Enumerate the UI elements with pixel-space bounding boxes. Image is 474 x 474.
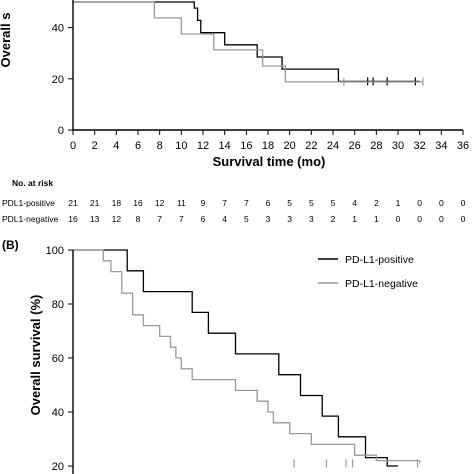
panel-a-xtick-label: 20 [284,140,296,152]
risk-value-negative: 13 [90,214,100,224]
risk-value-positive: 18 [112,198,122,208]
panel-a-xtick-label: 22 [305,140,317,152]
risk-value-negative: 0 [461,214,466,224]
risk-value-positive: 0 [417,198,422,208]
panel-a-xtick-label: 18 [262,140,274,152]
panel-a-xtick-label: 14 [219,140,231,152]
risk-value-negative: 7 [157,214,162,224]
panel-a-xtick-label: 8 [157,140,163,152]
panel-b-series-negative-line [73,249,421,464]
risk-value-positive: 12 [155,198,165,208]
panel-a-xtick-label: 32 [414,140,426,152]
panel-a-xtick-label: 24 [327,140,339,152]
risk-value-positive: 11 [177,198,186,208]
risk-value-positive: 21 [90,198,100,208]
risk-value-negative: 7 [179,214,184,224]
panel-b-ytick-label: 60 [52,353,64,365]
panel-a-series [73,1,424,86]
risk-value-negative: 0 [396,214,401,224]
risk-value-negative: 0 [439,214,444,224]
risk-value-positive: 0 [461,198,466,208]
panel-b-axes [68,249,74,474]
risk-table-values: 21 21 18 16 12 11 9 7 7 6 5 5 5 4 2 1 0 0 016 13 12 8 7 7 6 4 5 3 3 3… [68,198,465,224]
risk-value-negative: 2 [331,214,336,224]
risk-value-negative: 3 [287,214,292,224]
panel-a-xtick-label: 2 [92,140,98,152]
risk-table-title: No. at risk [12,178,53,188]
panel-a-axes [68,0,464,135]
panel-a-ytick-label: 20 [52,74,64,86]
panel-b-ytick-label: 20 [52,461,64,473]
risk-value-positive: 5 [287,198,292,208]
panel-b-y-axis-label: Overall survival (%) [28,295,43,416]
risk-value-positive: 4 [352,198,357,208]
risk-value-positive: 5 [331,198,336,208]
risk-value-negative: 1 [374,214,379,224]
risk-value-negative: 16 [68,214,78,224]
panel-a-xtick-label: 6 [135,140,141,152]
risk-value-negative: 6 [201,214,206,224]
panel-a-xtick-label: 10 [175,140,187,152]
panel-a-xtick-label: 4 [113,140,119,152]
panel-b-ytick-label: 80 [52,299,64,311]
panel-a-xtick-label: 12 [197,140,209,152]
panel-a-y-axis-label: Overall s [0,13,13,68]
panel-a-xtick-label: 0 [70,140,76,152]
risk-value-negative: 5 [244,214,249,224]
risk-value-positive: 9 [201,198,206,208]
legend-label-positive: PD-L1-positive [345,254,414,266]
panel-a-xtick-label: 16 [240,140,252,152]
panel-a-xtick-label: 28 [370,140,382,152]
risk-value-positive: 6 [266,198,271,208]
risk-row-label-negative: PDL1-negative [2,214,59,224]
risk-value-positive: 5 [309,198,314,208]
risk-value-positive: 0 [439,198,444,208]
risk-value-positive: 1 [396,198,401,208]
risk-value-negative: 12 [112,214,122,224]
panel-a-xtick-label: 26 [349,140,361,152]
panel-a-ytick-label: 40 [52,23,64,35]
panel-b-series-positive-line [73,249,398,467]
risk-value-negative: 3 [266,214,271,224]
panel-a-xtick-label: 34 [435,140,447,152]
panel-a-series-negative-line [73,1,423,83]
panel-a-xtick-labels: 0 2 4 6 8 10 12 14 16 18 20 22 24 26 28 30 32 34 36 [70,140,469,152]
risk-value-negative: 3 [309,214,314,224]
risk-table: No. at risk PDL1-positive PDL1-negative … [2,178,466,224]
risk-value-positive: 7 [222,198,227,208]
panel-a-ytick-labels: 0 20 40 [52,23,64,137]
panel-b-ytick-label: 100 [46,245,64,257]
risk-value-positive: 7 [244,198,249,208]
panel-b-ytick-label: 40 [52,407,64,419]
panel-a-series-positive-line [73,1,420,83]
panel-a-xtick-label: 30 [392,140,404,152]
panel-b-series [73,249,421,468]
risk-row-label-positive: PDL1-positive [2,198,55,208]
panel-a-xtick-label: 36 [457,140,469,152]
panel-b-ytick-labels: 20 40 60 80 100 [46,245,64,473]
panel-b: (B) 20 40 60 80 100 Overall survival (%) PD-… [2,238,421,474]
panel-a-ytick-label: 0 [58,125,64,137]
panel-b-legend: PD-L1-positive PD-L1-negative [318,254,418,290]
risk-value-negative: 4 [222,214,227,224]
risk-value-negative: 0 [417,214,422,224]
panel-a-x-axis-label: Survival time (mo) [213,154,326,169]
risk-value-positive: 21 [68,198,78,208]
risk-value-negative: 1 [352,214,357,224]
risk-value-positive: 2 [374,198,379,208]
panel-b-label: (B) [2,238,19,252]
legend-label-negative: PD-L1-negative [345,278,418,290]
risk-value-positive: 16 [133,198,143,208]
risk-value-negative: 8 [136,214,141,224]
